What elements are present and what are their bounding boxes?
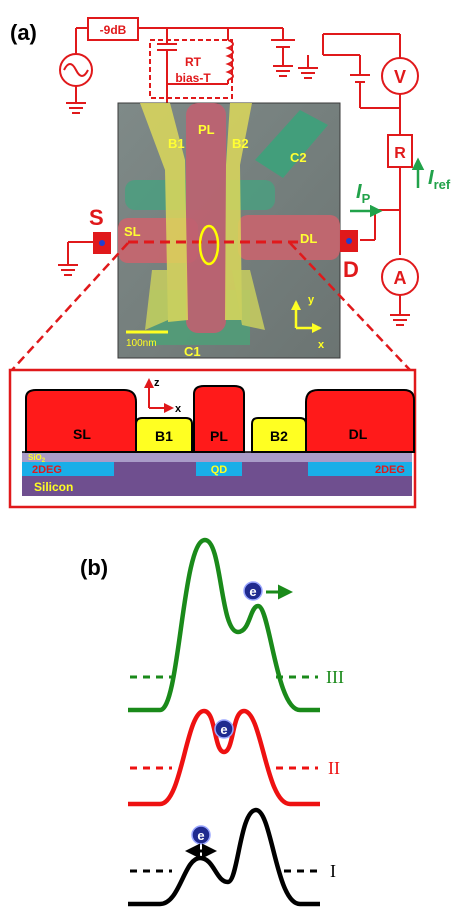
source-label: S (89, 205, 104, 230)
xs-label-sio2: SiO2 (28, 453, 46, 464)
xs-b1 (135, 417, 193, 453)
gate-c2 (255, 110, 328, 178)
iref-label: Iref (428, 167, 451, 192)
sem-image (117, 102, 341, 359)
silicon-layer (22, 476, 412, 496)
level-iii-label: III (326, 667, 344, 687)
voltmeter-label: V (394, 67, 406, 87)
bias-tee-label-2: bias-T (175, 71, 211, 85)
drain-label: D (343, 257, 359, 282)
resistor-label: R (394, 145, 406, 162)
xs-label-dl: DL (349, 426, 368, 442)
xs-sl (25, 389, 137, 453)
sem-label-c1: C1 (184, 344, 201, 359)
bias-tee-box (149, 39, 233, 99)
potential-ii: II (128, 708, 340, 807)
sem-label-b2: B2 (232, 136, 249, 151)
electron-ii-icon (214, 719, 234, 739)
xs-label-silicon: Silicon (34, 480, 73, 494)
gate-b1 (140, 103, 188, 322)
sem-axis-x: x (318, 339, 325, 351)
xs-label-2deg-left: 2DEG (32, 464, 62, 476)
oxide-layer (22, 452, 412, 462)
sem-label-sl: SL (124, 224, 141, 239)
electron-ii-label: e (220, 722, 227, 737)
level-i-label: I (330, 861, 336, 881)
xs-pl (193, 385, 245, 453)
xs-axis-z: z (154, 377, 160, 389)
ip-label: IP (356, 181, 371, 206)
attenuator-label: -9dB (100, 23, 127, 37)
circuit (58, 17, 419, 326)
potential-iii: III (128, 537, 344, 713)
xs-label-qd: QD (211, 464, 228, 476)
sem-label-b1: B1 (168, 136, 185, 151)
twodeg-left (22, 462, 114, 476)
cross-section (8, 368, 417, 509)
twodeg-right (308, 462, 412, 476)
panel-b-label: (b) (80, 555, 108, 580)
sine-icon (63, 63, 89, 77)
scale-bar-label: 100nm (126, 338, 157, 349)
sem-label-pl: PL (198, 122, 215, 137)
xs-dl (305, 389, 415, 453)
sem-label-c2: C2 (290, 150, 307, 165)
xs-label-b1: B1 (155, 428, 173, 444)
electron-iii-icon (243, 581, 263, 601)
xs-label-2deg-right: 2DEG (375, 464, 405, 476)
ammeter-label: A (394, 268, 407, 288)
xs-axis-x: x (175, 403, 182, 415)
electron-i-label: e (197, 828, 204, 843)
xs-label-pl: PL (210, 428, 228, 444)
bias-tee-label-1: RT (185, 55, 202, 69)
xs-label-b2: B2 (270, 428, 288, 444)
sem-axis-y: y (308, 294, 315, 306)
sem-label-dl: DL (300, 231, 317, 246)
potential-i: I (128, 807, 336, 907)
potential-i-curve (128, 807, 320, 907)
xs-label-sl: SL (73, 426, 91, 442)
zoom-lines (11, 242, 411, 371)
gate-pl (186, 103, 226, 333)
electron-iii-label: e (249, 584, 256, 599)
gate-b2 (225, 103, 252, 320)
lead-dl (238, 215, 340, 260)
quantum-dot-marker (198, 224, 220, 266)
level-ii-label: II (328, 758, 340, 778)
inductor-icon (225, 39, 234, 81)
potential-iii-curve (128, 537, 320, 713)
panel-a-label: (a) (10, 20, 37, 45)
quantum-dot-region (196, 462, 242, 476)
potential-ii-curve (128, 708, 320, 807)
